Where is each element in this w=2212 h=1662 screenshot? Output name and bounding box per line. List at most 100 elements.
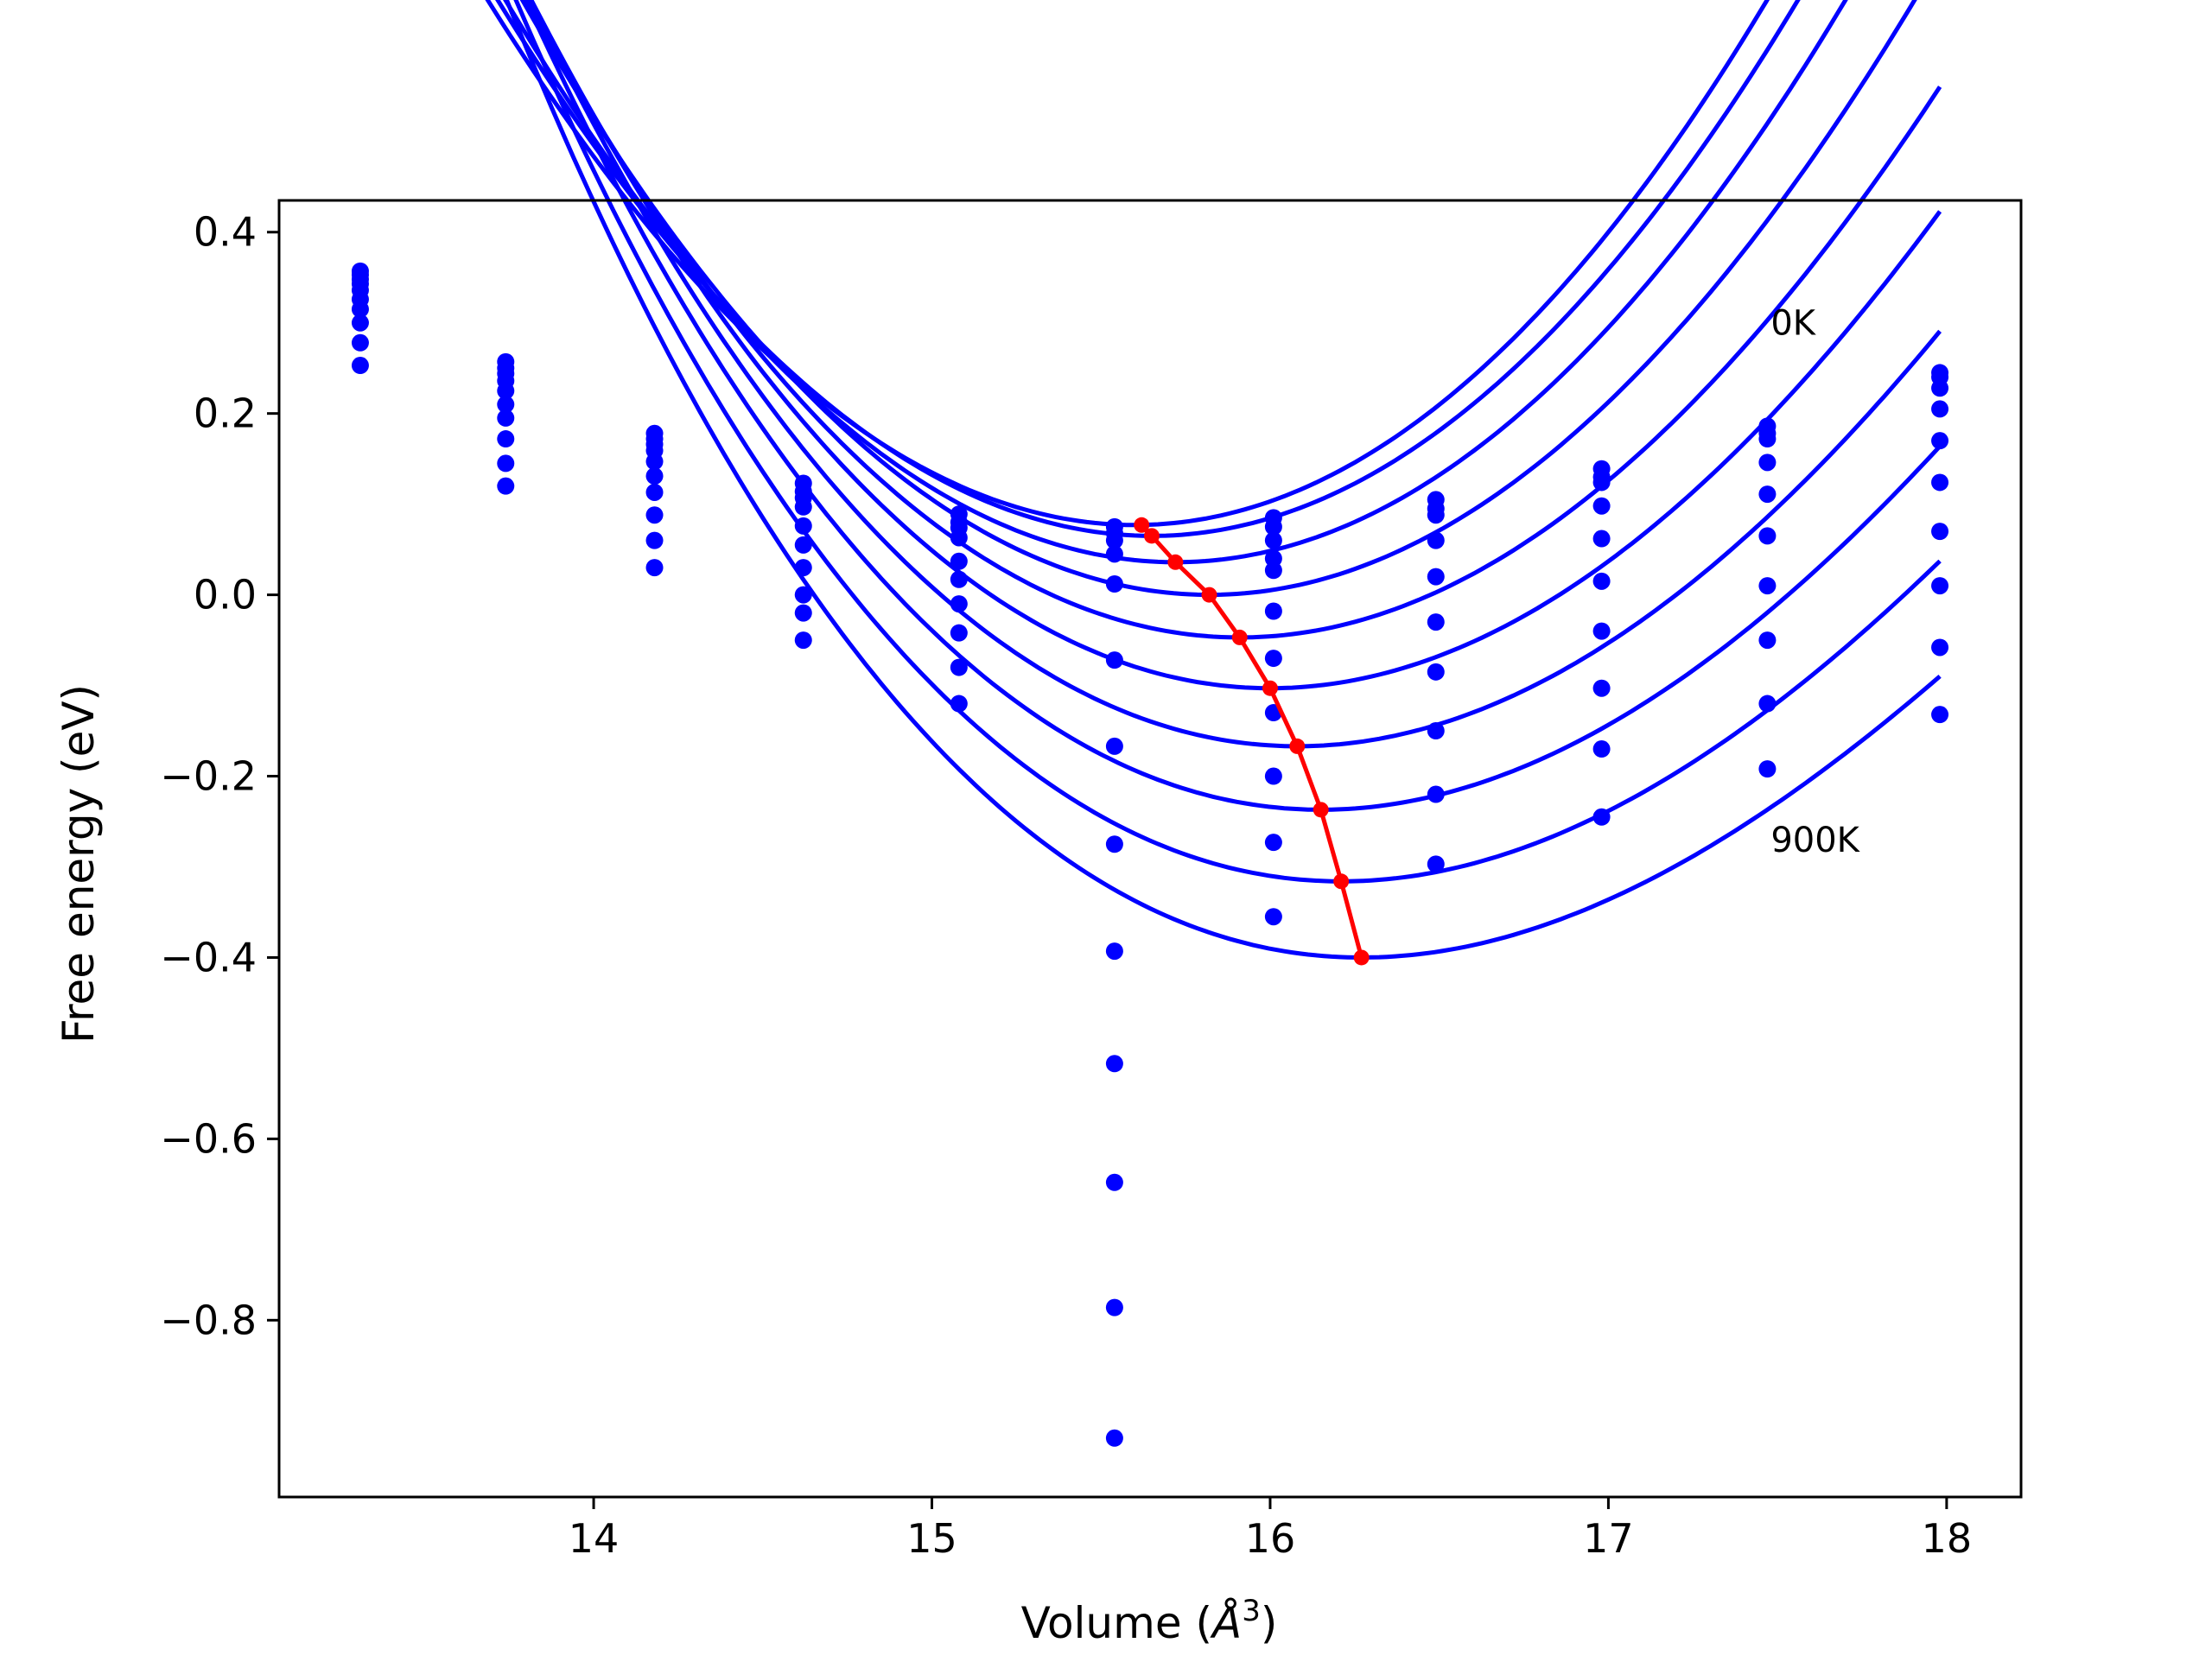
y-tick-label: −0.2	[160, 753, 257, 800]
x-tick-label: 14	[569, 1515, 620, 1562]
y-tick-label: −0.8	[160, 1297, 257, 1343]
fit-curve-9	[504, 0, 1942, 961]
data-point	[950, 570, 968, 588]
y-tick-label: 0.4	[194, 209, 257, 256]
data-point	[645, 506, 664, 524]
data-point	[1592, 572, 1611, 590]
data-point	[1105, 651, 1123, 669]
x-axis-label: Volume (Å3)	[1021, 1594, 1278, 1648]
fit-curve-6	[528, 0, 1942, 749]
data-point	[1264, 908, 1282, 926]
data-point	[1427, 855, 1445, 873]
data-point	[1264, 531, 1282, 549]
data-point	[497, 409, 515, 427]
data-point	[1105, 942, 1123, 961]
data-point	[1427, 722, 1445, 740]
data-point	[1105, 1173, 1123, 1191]
data-point	[497, 396, 515, 414]
data-point	[950, 658, 968, 676]
data-point	[497, 477, 515, 495]
data-point	[794, 498, 812, 516]
data-point	[1758, 631, 1777, 650]
data-point	[1264, 767, 1282, 785]
data-point	[1427, 568, 1445, 586]
data-point	[1264, 517, 1282, 536]
x-tick-label: 16	[1245, 1515, 1296, 1562]
minimum-path	[1140, 523, 1364, 959]
data-point	[1758, 760, 1777, 778]
data-point	[1427, 531, 1445, 549]
minimum-point	[1333, 873, 1350, 890]
data-point	[1931, 638, 1949, 657]
plot-frame	[277, 199, 2023, 1499]
data-point	[1758, 695, 1777, 713]
data-point	[1105, 531, 1123, 549]
fit-curve-7	[523, 0, 1942, 812]
minimum-point	[1134, 517, 1150, 533]
minimum-point	[1143, 528, 1160, 544]
data-point	[1105, 575, 1123, 593]
annotations: 0K 900K	[1770, 304, 1860, 860]
data-point	[497, 454, 515, 473]
data-point	[1931, 432, 1949, 450]
data-point	[794, 536, 812, 554]
data-point	[1105, 737, 1123, 755]
minimum-point	[1167, 554, 1184, 570]
data-point	[497, 430, 515, 448]
data-point	[1264, 561, 1282, 580]
data-point	[1758, 527, 1777, 545]
y-axis-label: Free energy (eV)	[54, 684, 104, 1044]
data-point	[794, 586, 812, 604]
minimum-point	[1289, 738, 1306, 754]
data-point	[794, 631, 812, 650]
minimum-point	[1201, 587, 1217, 603]
data-point	[1758, 430, 1777, 448]
data-point	[950, 595, 968, 613]
fit-curve-5	[529, 0, 1942, 691]
y-tick-label: 0.0	[194, 572, 257, 618]
data-point	[1592, 622, 1611, 640]
data-point	[1105, 835, 1123, 853]
fit-curves	[485, 0, 1942, 961]
data-point	[1758, 577, 1777, 595]
data-point	[1931, 379, 1949, 397]
x-axis-ticks: 14 15 16 17 18	[569, 1497, 1972, 1562]
data-point	[1592, 740, 1611, 758]
data-point	[1592, 679, 1611, 697]
data-point	[1264, 834, 1282, 852]
data-point	[1105, 545, 1123, 563]
data-point	[351, 333, 369, 352]
data-point	[1592, 497, 1611, 515]
data-point	[1427, 785, 1445, 803]
data-point	[1592, 808, 1611, 826]
data-point	[1427, 663, 1445, 681]
data-point	[1758, 454, 1777, 472]
data-point	[1427, 613, 1445, 631]
data-point	[645, 483, 664, 501]
data-point	[1105, 1298, 1123, 1316]
annotation-label: 900K	[1770, 821, 1860, 860]
y-axis-ticks: 0.4 0.2 0.0 −0.2 −0.4 −0.6 −0.8	[160, 209, 279, 1343]
minimum-point	[1313, 802, 1329, 818]
x-tick-label: 17	[1583, 1515, 1634, 1562]
data-point	[950, 529, 968, 547]
y-tick-label: 0.2	[194, 390, 257, 437]
data-point	[351, 357, 369, 375]
y-tick-label: −0.6	[160, 1115, 257, 1162]
data-point	[1931, 523, 1949, 541]
data-point	[645, 467, 664, 485]
data-point	[950, 695, 968, 713]
data-point	[1105, 1429, 1123, 1447]
annotation-label: 0K	[1770, 304, 1816, 344]
data-point	[1592, 530, 1611, 548]
data-point	[1931, 473, 1949, 492]
data-point	[645, 531, 664, 549]
minimum-point	[1231, 629, 1248, 645]
data-point	[950, 552, 968, 570]
minimum-point	[1262, 680, 1278, 696]
data-point	[1931, 706, 1949, 724]
x-tick-label: 15	[906, 1515, 957, 1562]
